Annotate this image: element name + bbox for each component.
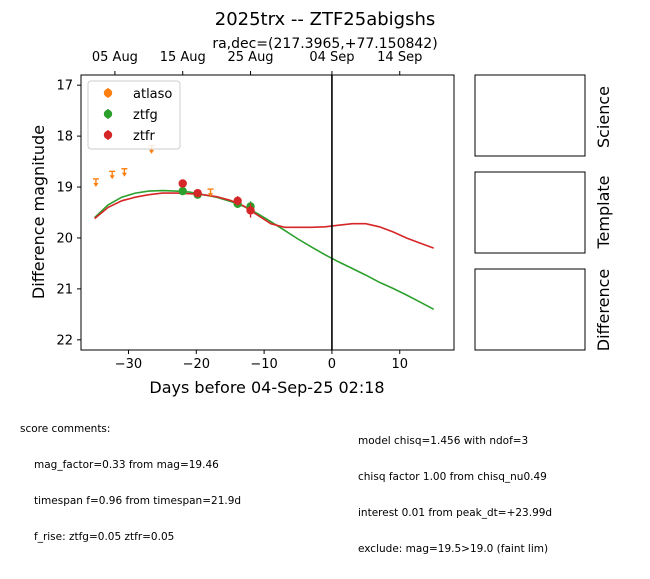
y-tick-label: 17 — [56, 79, 73, 94]
template-panel-label: Template — [594, 175, 613, 249]
upper-limit-point-atlaso — [109, 170, 116, 180]
figure: 2025trx -- ZTF25abigshs ra,dec=(217.3965… — [20, 9, 613, 555]
legend-label: atlaso — [133, 87, 172, 102]
light-curve-chart: 2025trx -- ZTF25abigshs ra,dec=(217.3965… — [29, 9, 613, 397]
model-comment-line: exclude: mag=19.5>19.0 (faint lim) — [358, 543, 549, 555]
point-marker — [178, 179, 187, 188]
top-tick-label: 14 Sep — [377, 50, 422, 65]
template-panel — [474, 171, 586, 254]
y-tick-label: 21 — [56, 282, 73, 297]
legend: atlaso ztfg ztfr — [87, 80, 181, 150]
legend-marker — [103, 130, 113, 140]
model-curve-ztfr — [94, 192, 434, 249]
upper-limit-point-atlaso — [121, 168, 128, 177]
upper-limit-point-atlaso — [92, 178, 99, 187]
y-tick-label: 22 — [56, 333, 73, 348]
plot-area: −30 −20 −10 0 10 05 Aug 15 Aug 25 Aug 04 Sep 14 S… — [56, 50, 455, 372]
point-marker — [178, 186, 187, 196]
x-tick-label: 0 — [328, 357, 336, 372]
data-point-ztfr — [246, 203, 255, 218]
limit-arrow — [149, 149, 155, 154]
score-comments-right: model chisq=1.456 with ndof=3 chisq fact… — [358, 411, 552, 579]
image-panels: Science Template Difference — [474, 74, 613, 351]
difference-panel-label: Difference — [594, 269, 613, 351]
legend-entry-ztfr: ztfr — [103, 129, 155, 144]
top-tick-label: 15 Aug — [160, 50, 206, 65]
x-tick-label: 10 — [391, 357, 408, 372]
model-comment-line: chisq factor 1.00 from chisq_nu0.49 — [358, 471, 547, 483]
data-point-ztfg — [178, 186, 187, 196]
score-comment-line: timespan f=0.96 from timespan=21.9d — [34, 495, 242, 507]
limit-arrow — [121, 172, 127, 177]
x-tick-label: −30 — [115, 357, 142, 372]
y-axis-label: Difference magnitude — [29, 125, 48, 299]
point-marker — [233, 196, 242, 205]
x-tick-label: −20 — [183, 357, 210, 372]
limit-arrow — [93, 182, 99, 187]
legend-marker — [103, 109, 113, 119]
legend-box — [87, 80, 181, 150]
plot-frame — [80, 74, 455, 351]
point-marker — [193, 188, 202, 198]
science-panel — [474, 74, 586, 157]
x-tick-label: −10 — [250, 357, 277, 372]
data-point-ztfr — [193, 188, 202, 198]
score-comments-heading: score comments: — [20, 423, 111, 435]
top-tick-label: 25 Aug — [228, 50, 274, 65]
model-comment-line: model chisq=1.456 with ndof=3 — [358, 435, 529, 447]
y-tick-label: 20 — [56, 231, 73, 246]
point-marker — [246, 206, 255, 215]
upper-limit-point-atlaso — [207, 188, 214, 198]
score-comments-left: score comments: mag_factor=0.33 from mag… — [20, 399, 241, 567]
legend-entry-ztfg: ztfg — [103, 108, 158, 123]
score-comment-line: mag_factor=0.33 from mag=19.46 — [34, 459, 219, 471]
x-axis-label: Days before 04-Sep-25 02:18 — [149, 378, 384, 397]
y-tick-label: 19 — [56, 181, 73, 196]
legend-marker — [103, 88, 113, 98]
top-tick-label: 05 Aug — [92, 50, 138, 65]
legend-label: ztfg — [133, 108, 158, 123]
legend-label: ztfr — [133, 129, 155, 144]
score-comment-line: f_rise: ztfg=0.05 ztfr=0.05 — [34, 531, 175, 543]
y-tick-label: 18 — [56, 130, 73, 145]
chart-subtitle: ra,dec=(217.3965,+77.150842) — [212, 36, 437, 52]
data-point-ztfr — [233, 196, 242, 206]
legend-entry-atlaso: atlaso — [103, 87, 172, 102]
data-point-ztfr — [178, 179, 187, 188]
limit-arrow — [208, 193, 214, 198]
limit-arrow — [109, 175, 115, 180]
model-curve-ztfg — [94, 189, 435, 311]
difference-panel — [474, 268, 586, 351]
top-tick-label: 04 Sep — [309, 50, 354, 65]
science-panel-label: Science — [594, 86, 613, 148]
model-comment-line: interest 0.01 from peak_dt=+23.99d — [358, 507, 553, 519]
chart-title: 2025trx -- ZTF25abigshs — [215, 9, 436, 30]
